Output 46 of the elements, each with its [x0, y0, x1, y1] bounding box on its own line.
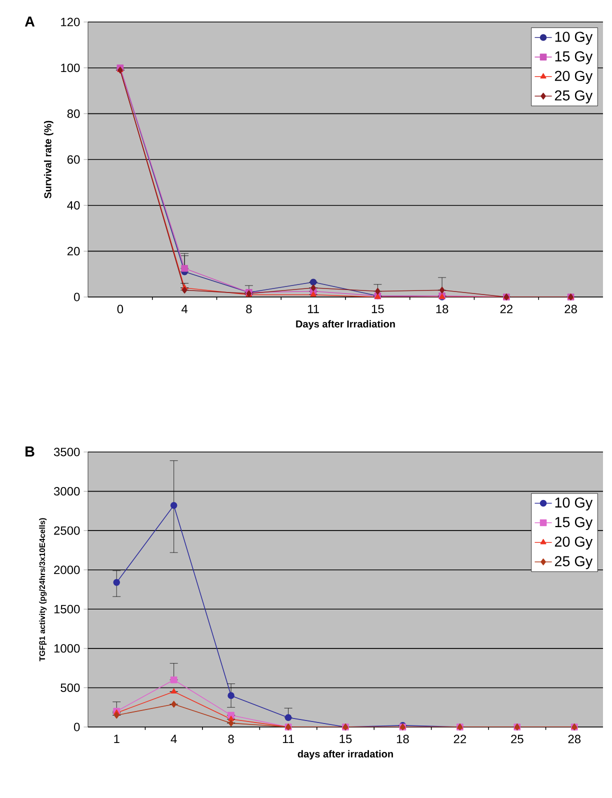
y-axis-title: TGFβ1 activity (pg/24hrs/3x10E4cells)	[39, 518, 47, 662]
x-tick-label: 4	[170, 734, 177, 744]
y-axis-title: Survival rate (%)	[44, 120, 54, 198]
legend-label: 15 Gy	[555, 517, 593, 530]
x-tick-label: 4	[182, 304, 188, 314]
y-tick-label: 80	[67, 109, 80, 118]
y-tick-label: 0	[74, 722, 80, 732]
x-tick-label: 11	[282, 734, 294, 744]
y-tick-label: 500	[60, 683, 80, 692]
x-tick-label: 22	[454, 734, 466, 744]
y-tick-label: 1000	[54, 644, 80, 653]
y-tick-label: 3500	[54, 448, 80, 456]
legend-label: 10 Gy	[555, 497, 593, 511]
x-tick-label: 11	[308, 304, 319, 314]
chart-title: A	[24, 16, 35, 26]
x-tick-label: 8	[246, 304, 252, 314]
x-axis-title: Days after Irradiation	[296, 320, 395, 330]
x-axis-title: days after irradation	[298, 750, 393, 760]
legend-label: 25 Gy	[554, 556, 593, 570]
legend-label: 20 Gy	[554, 536, 593, 550]
y-tick-label: 100	[61, 64, 80, 72]
y-tick-label: 3000	[54, 487, 80, 496]
x-tick-label: 15	[340, 734, 352, 744]
x-tick-label: 18	[396, 734, 409, 744]
legend-label: 10 Gy	[555, 32, 593, 45]
x-tick-label: 1	[114, 734, 120, 744]
x-tick-label: 28	[568, 734, 581, 744]
x-tick-label: 8	[228, 734, 234, 744]
x-tick-label: 28	[564, 304, 577, 314]
y-tick-label: 120	[61, 18, 80, 26]
legend-label: 15 Gy	[555, 51, 593, 64]
y-tick-label: 1500	[54, 604, 80, 614]
x-tick-label: 0	[117, 304, 124, 314]
x-tick-label: 18	[436, 304, 448, 314]
x-tick-label: 25	[511, 734, 524, 744]
y-tick-label: 60	[67, 155, 80, 164]
y-tick-label: 20	[67, 246, 80, 256]
y-tick-label: 2000	[54, 566, 80, 574]
x-tick-label: 15	[372, 304, 384, 314]
x-tick-label: 22	[500, 304, 512, 314]
y-tick-label: 40	[67, 201, 80, 210]
y-tick-label: 0	[74, 292, 80, 302]
legend-label: 25 Gy	[554, 90, 593, 104]
chart-title: B	[26, 446, 34, 456]
y-tick-label: 2500	[54, 526, 80, 535]
legend-label: 20 Gy	[554, 70, 593, 84]
